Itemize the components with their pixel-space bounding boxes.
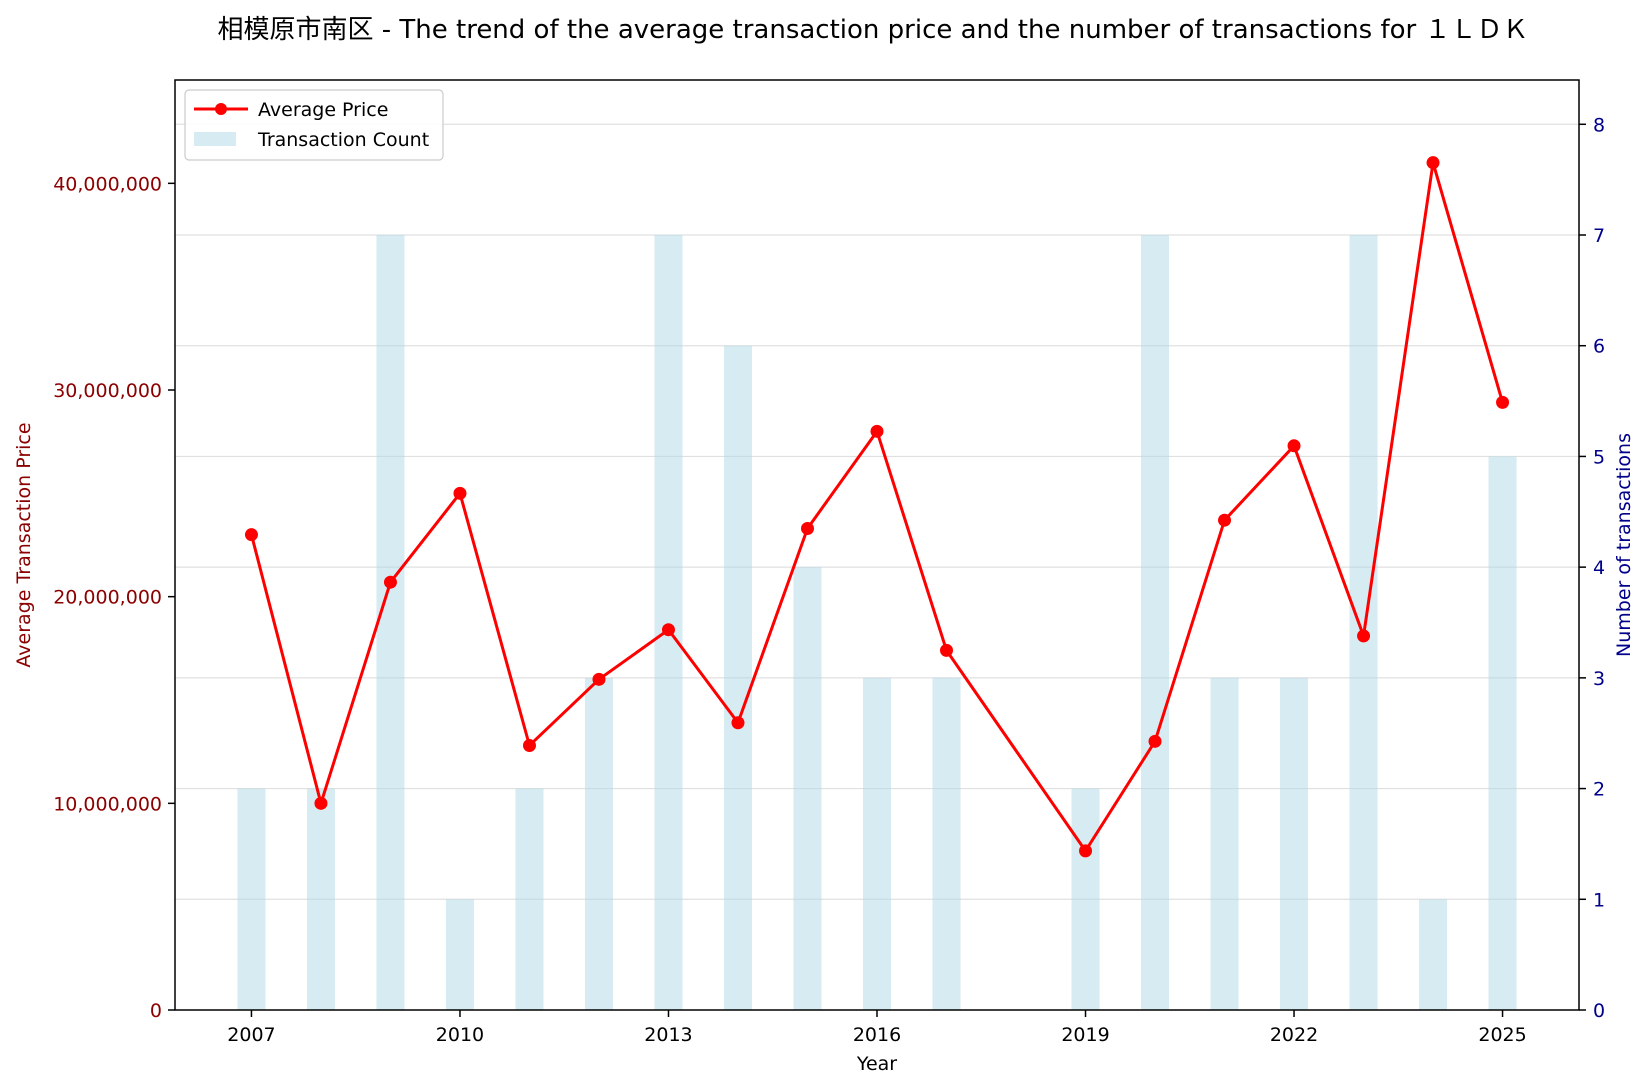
bar <box>306 788 335 1010</box>
y-axis-right: 0 1 2 3 4 5 6 7 8 <box>1579 114 1605 1022</box>
x-tick-label: 2013 <box>644 1024 692 1046</box>
bar <box>1419 899 1448 1010</box>
y-axis-left: 0 10,000,000 20,000,000 30,000,000 40,000,00… <box>53 173 175 1022</box>
bar <box>1210 677 1239 1010</box>
price-point <box>1357 629 1371 643</box>
bar <box>723 345 752 1010</box>
x-tick-label: 2010 <box>436 1024 484 1046</box>
price-point <box>383 575 397 589</box>
bar <box>584 677 613 1010</box>
bar <box>1280 677 1309 1010</box>
y-left-tick-label: 20,000,000 <box>53 587 162 609</box>
x-tick-label: 2019 <box>1061 1024 1109 1046</box>
y-left-tick-label: 0 <box>150 1000 162 1022</box>
y-right-tick-label: 2 <box>1593 779 1605 801</box>
y-right-tick-label: 1 <box>1593 889 1605 911</box>
price-point <box>870 424 884 438</box>
price-point <box>1218 513 1232 527</box>
bar <box>863 677 891 1010</box>
price-point <box>731 716 745 730</box>
bar <box>793 567 822 1010</box>
price-point <box>1496 395 1510 409</box>
line-series <box>244 156 1510 858</box>
y-right-tick-label: 7 <box>1593 225 1605 247</box>
y-left-tick-label: 40,000,000 <box>53 173 162 195</box>
y-left-tick-label: 10,000,000 <box>53 793 162 815</box>
price-point <box>244 528 258 542</box>
bar <box>445 899 474 1010</box>
y-right-tick-label: 0 <box>1593 1000 1605 1022</box>
x-axis-label: Year <box>856 1053 897 1075</box>
y-right-tick-label: 5 <box>1593 446 1605 468</box>
price-point <box>800 521 814 535</box>
chart-title: 相模原市南区 - The trend of the average transa… <box>217 15 1528 45</box>
y-right-tick-label: 6 <box>1593 336 1605 358</box>
x-axis: 2007 2010 2013 2016 2019 2022 2025 <box>227 1010 1527 1046</box>
price-point <box>661 623 675 637</box>
legend-label-count: Transaction Count <box>257 129 429 151</box>
y-right-tick-label: 8 <box>1593 114 1605 136</box>
price-point <box>592 672 606 686</box>
price-point <box>1287 439 1301 453</box>
legend-bar-swatch <box>194 132 236 146</box>
y-axis-right-label: Number of transactions <box>1613 433 1635 657</box>
price-point <box>314 796 328 810</box>
bar <box>376 235 405 1010</box>
y-right-tick-label: 3 <box>1593 668 1605 690</box>
bar <box>1071 788 1100 1010</box>
bar-series <box>237 235 1517 1010</box>
price-point <box>1148 734 1162 748</box>
legend-label-price: Average Price <box>258 99 388 121</box>
price-point <box>522 738 536 752</box>
legend: Average Price Transaction Count <box>184 89 444 161</box>
bar <box>1141 235 1170 1010</box>
price-point <box>940 643 954 657</box>
bar <box>237 788 266 1010</box>
bar <box>515 788 544 1010</box>
x-tick-label: 2007 <box>227 1024 275 1046</box>
price-point <box>1426 156 1440 170</box>
x-tick-label: 2022 <box>1270 1024 1318 1046</box>
bar <box>932 677 961 1010</box>
bar <box>1488 456 1517 1010</box>
x-tick-label: 2016 <box>853 1024 901 1046</box>
y-right-tick-label: 4 <box>1593 557 1605 579</box>
y-left-tick-label: 30,000,000 <box>53 380 162 402</box>
price-point <box>453 486 467 500</box>
legend-box <box>184 89 444 161</box>
price-line <box>250 161 1504 853</box>
x-tick-label: 2025 <box>1478 1024 1526 1046</box>
price-point <box>1079 844 1093 858</box>
legend-marker-swatch <box>215 103 227 115</box>
bar <box>654 235 683 1010</box>
y-axis-left-label: Average Transaction Price <box>13 422 35 667</box>
bar <box>1349 235 1378 1010</box>
